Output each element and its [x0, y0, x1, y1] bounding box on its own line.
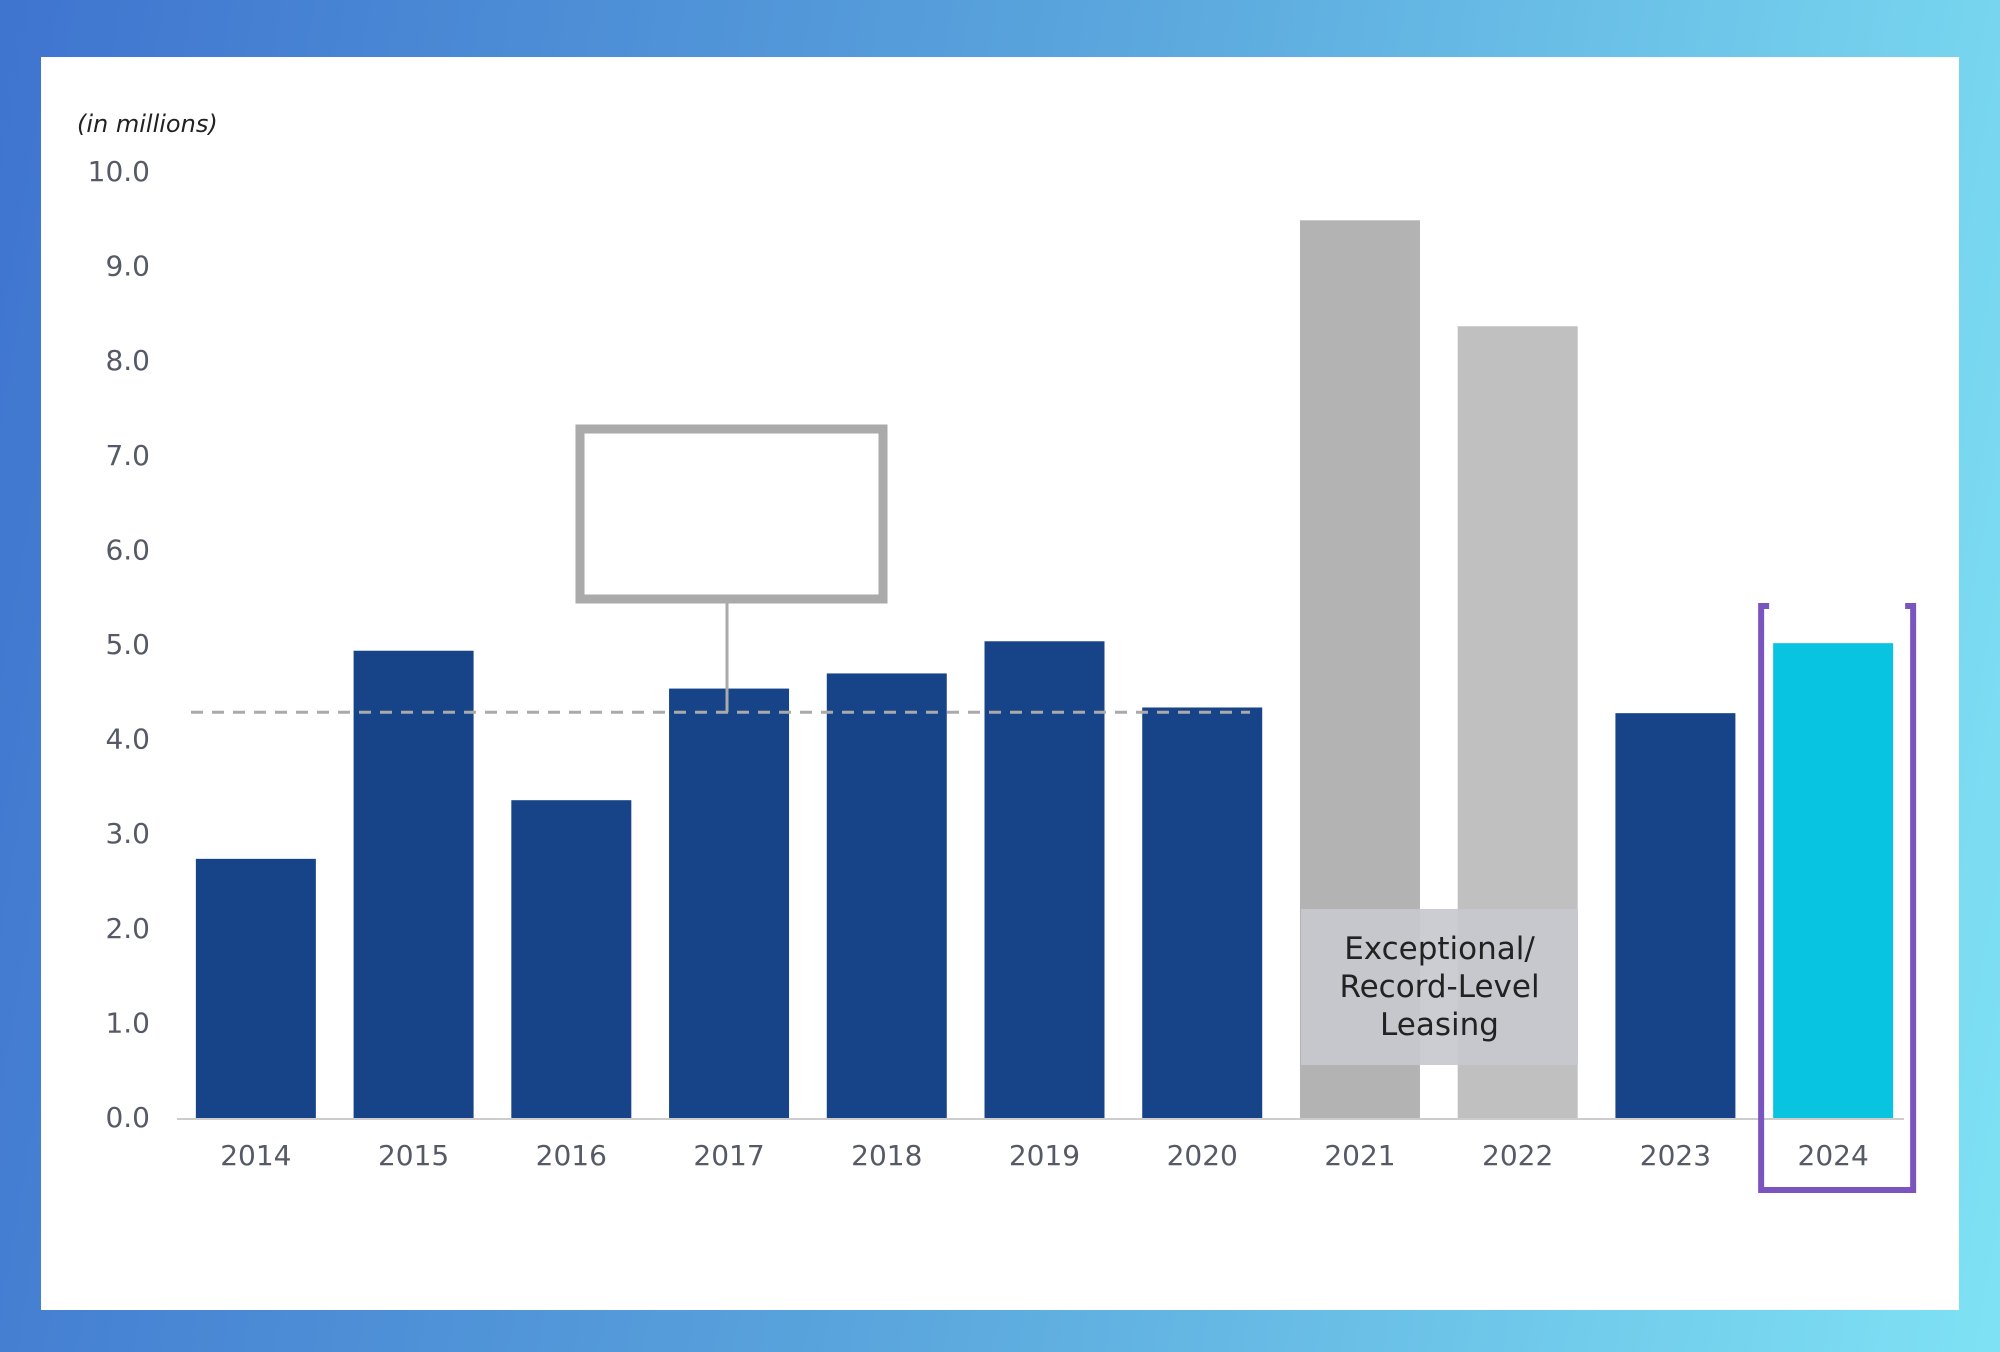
bar — [826, 673, 947, 1119]
y-tick-label: 8.0 — [105, 344, 150, 377]
y-axis-label: (in millions) — [77, 110, 218, 138]
x-tick-label: 2022 — [1482, 1139, 1553, 1172]
y-tick-label: 3.0 — [105, 817, 150, 850]
bar — [511, 800, 632, 1119]
x-tick-label: 2015 — [378, 1139, 449, 1172]
y-tick-label: 5.0 — [105, 628, 150, 661]
y-tick-label: 10.0 — [88, 155, 150, 188]
x-tick-label: 2016 — [536, 1139, 607, 1172]
bar — [1142, 707, 1263, 1119]
y-tick-label: 2.0 — [105, 912, 150, 945]
y-tick-label: 7.0 — [105, 439, 150, 472]
x-tick-label: 2020 — [1167, 1139, 1238, 1172]
x-tick-label: 2021 — [1324, 1139, 1395, 1172]
bar — [1773, 643, 1894, 1119]
y-tick-label: 4.0 — [105, 723, 150, 756]
y-tick-label: 0.0 — [105, 1101, 150, 1134]
highlight-bracket — [1758, 603, 1917, 1193]
callout-box — [575, 424, 888, 604]
y-tick-label: 1.0 — [105, 1006, 150, 1039]
x-tick-label: 2023 — [1640, 1139, 1711, 1172]
y-tick-label: 9.0 — [105, 250, 150, 283]
x-tick-label: 2024 — [1798, 1139, 1869, 1172]
bar — [1615, 713, 1736, 1119]
bar — [195, 858, 316, 1119]
bar — [984, 641, 1105, 1119]
bar — [669, 688, 790, 1119]
x-tick-label: 2018 — [851, 1139, 922, 1172]
x-tick-label: 2014 — [220, 1139, 291, 1172]
x-tick-label: 2019 — [1009, 1139, 1080, 1172]
y-tick-label: 6.0 — [105, 533, 150, 566]
bar — [353, 650, 474, 1119]
annotation: Exceptional/ Record-Level Leasing — [1301, 909, 1578, 1065]
x-tick-label: 2017 — [693, 1139, 764, 1172]
